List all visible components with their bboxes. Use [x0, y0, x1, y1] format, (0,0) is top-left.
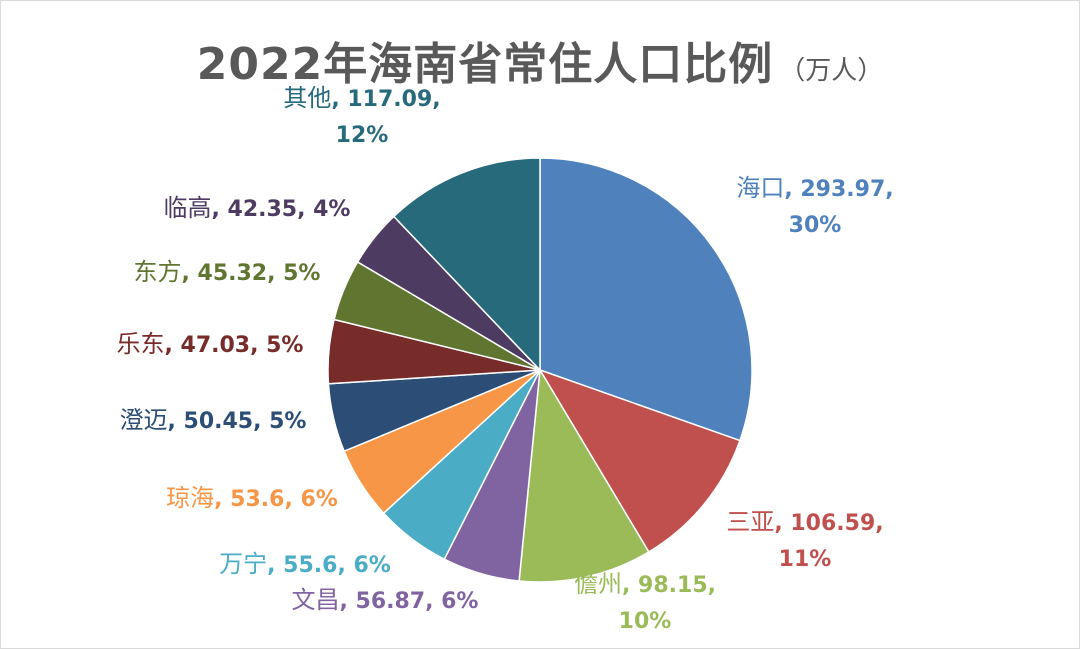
chart-title-text: 2022年海南省常住人口比例: [196, 39, 774, 90]
data-label-0: 海口, 293.97, 30%: [736, 174, 893, 238]
pie-slice-2: [518, 367, 650, 583]
data-label-8: 东方, 45.32, 5%: [134, 258, 321, 286]
data-label-9: 临高, 42.35, 4%: [164, 194, 351, 222]
data-label-2: 儋州, 98.15, 10%: [574, 570, 716, 634]
data-label-3: 文昌, 56.87, 6%: [292, 586, 479, 614]
pie-slice-10: [392, 157, 541, 372]
data-label-1: 三亚, 106.59, 11%: [726, 508, 883, 572]
data-label-10: 其他, 117.09, 12%: [283, 84, 440, 148]
data-label-6: 澄迈, 50.45, 5%: [120, 406, 307, 434]
data-label-7: 乐东, 47.03, 5%: [117, 330, 304, 358]
pie-labels: 海口, 293.97, 30% 三亚, 106.59, 11%儋州, 98.15, 10…: [117, 84, 894, 634]
pie-slice-0: [539, 157, 753, 442]
chart-unit-text: （万人）: [779, 56, 884, 86]
chart-title: 2022年海南省常住人口比例 （万人）: [0, 28, 1080, 92]
pie-slices: [327, 157, 753, 583]
pie-slice-1: [538, 368, 741, 553]
data-label-4: 万宁, 55.6, 6%: [219, 550, 391, 578]
data-label-5: 琼海, 53.6, 6%: [166, 484, 338, 512]
